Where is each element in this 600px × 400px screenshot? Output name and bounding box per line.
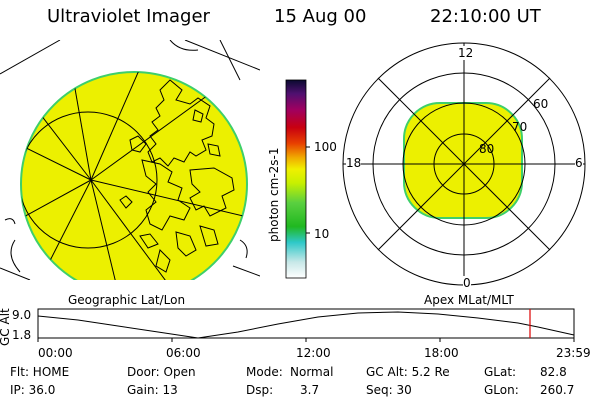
dsp-label: Dsp: (246, 383, 274, 397)
mlt-label-18: 18 (346, 156, 362, 170)
door-status: Door: Open (127, 365, 196, 379)
mode-label: Mode: (246, 365, 283, 379)
glon-value: 260.7 (540, 383, 575, 397)
auroral-image-disc (20, 71, 248, 280)
image-time: 22:10:00 UT (430, 6, 541, 27)
glon-label: GLon: (484, 383, 519, 397)
time-tick-0000: 00:00 (38, 346, 73, 360)
mode-value: Normal (290, 365, 334, 379)
time-tick-1800: 18:00 (424, 346, 459, 360)
mlt-label-12: 12 (458, 46, 474, 60)
colorbar-units-label: photon cm-2s-1 (267, 147, 281, 243)
altitude-ymax: 9.0 (12, 308, 32, 322)
altitude-plot (37, 308, 575, 342)
color-scale-bar (285, 79, 310, 279)
lat-label-70: 70 (512, 120, 528, 134)
geographic-map (0, 40, 260, 280)
polar-mlt-plot (342, 42, 586, 286)
apex-label: Apex MLat/MLT (424, 293, 514, 307)
altitude-curve (37, 311, 575, 339)
glat-value: 82.8 (540, 365, 567, 379)
sequence-value: Seq: 30 (366, 383, 412, 397)
lat-label-60: 60 (533, 97, 549, 111)
mlt-label-0: 0 (463, 276, 471, 290)
colorbar-tick-10: 10 (314, 227, 330, 241)
time-tick-2359: 23:59 (556, 346, 591, 360)
gain-value: Gain: 13 (127, 383, 178, 397)
instrument-title: Ultraviolet Imager (47, 6, 210, 27)
mlt-label-6: 6 (575, 156, 583, 170)
glat-label: GLat: (484, 365, 517, 379)
ip-value: IP: 36.0 (10, 383, 56, 397)
colorbar-tick-100: 100 (314, 140, 337, 154)
lat-label-80: 80 (479, 142, 495, 156)
dsp-value: 3.7 (300, 383, 320, 397)
time-tick-0600: 06:00 (166, 346, 201, 360)
altitude-ymin: 1.8 (12, 328, 32, 342)
altitude-axis-label: GC Alt (0, 308, 12, 346)
time-tick-1200: 12:00 (296, 346, 331, 360)
gc-altitude: GC Alt: 5.2 Re (366, 365, 450, 379)
geographic-label: Geographic Lat/Lon (68, 293, 186, 307)
flight-status: Flt: HOME (10, 365, 70, 379)
image-date: 15 Aug 00 (274, 6, 367, 27)
